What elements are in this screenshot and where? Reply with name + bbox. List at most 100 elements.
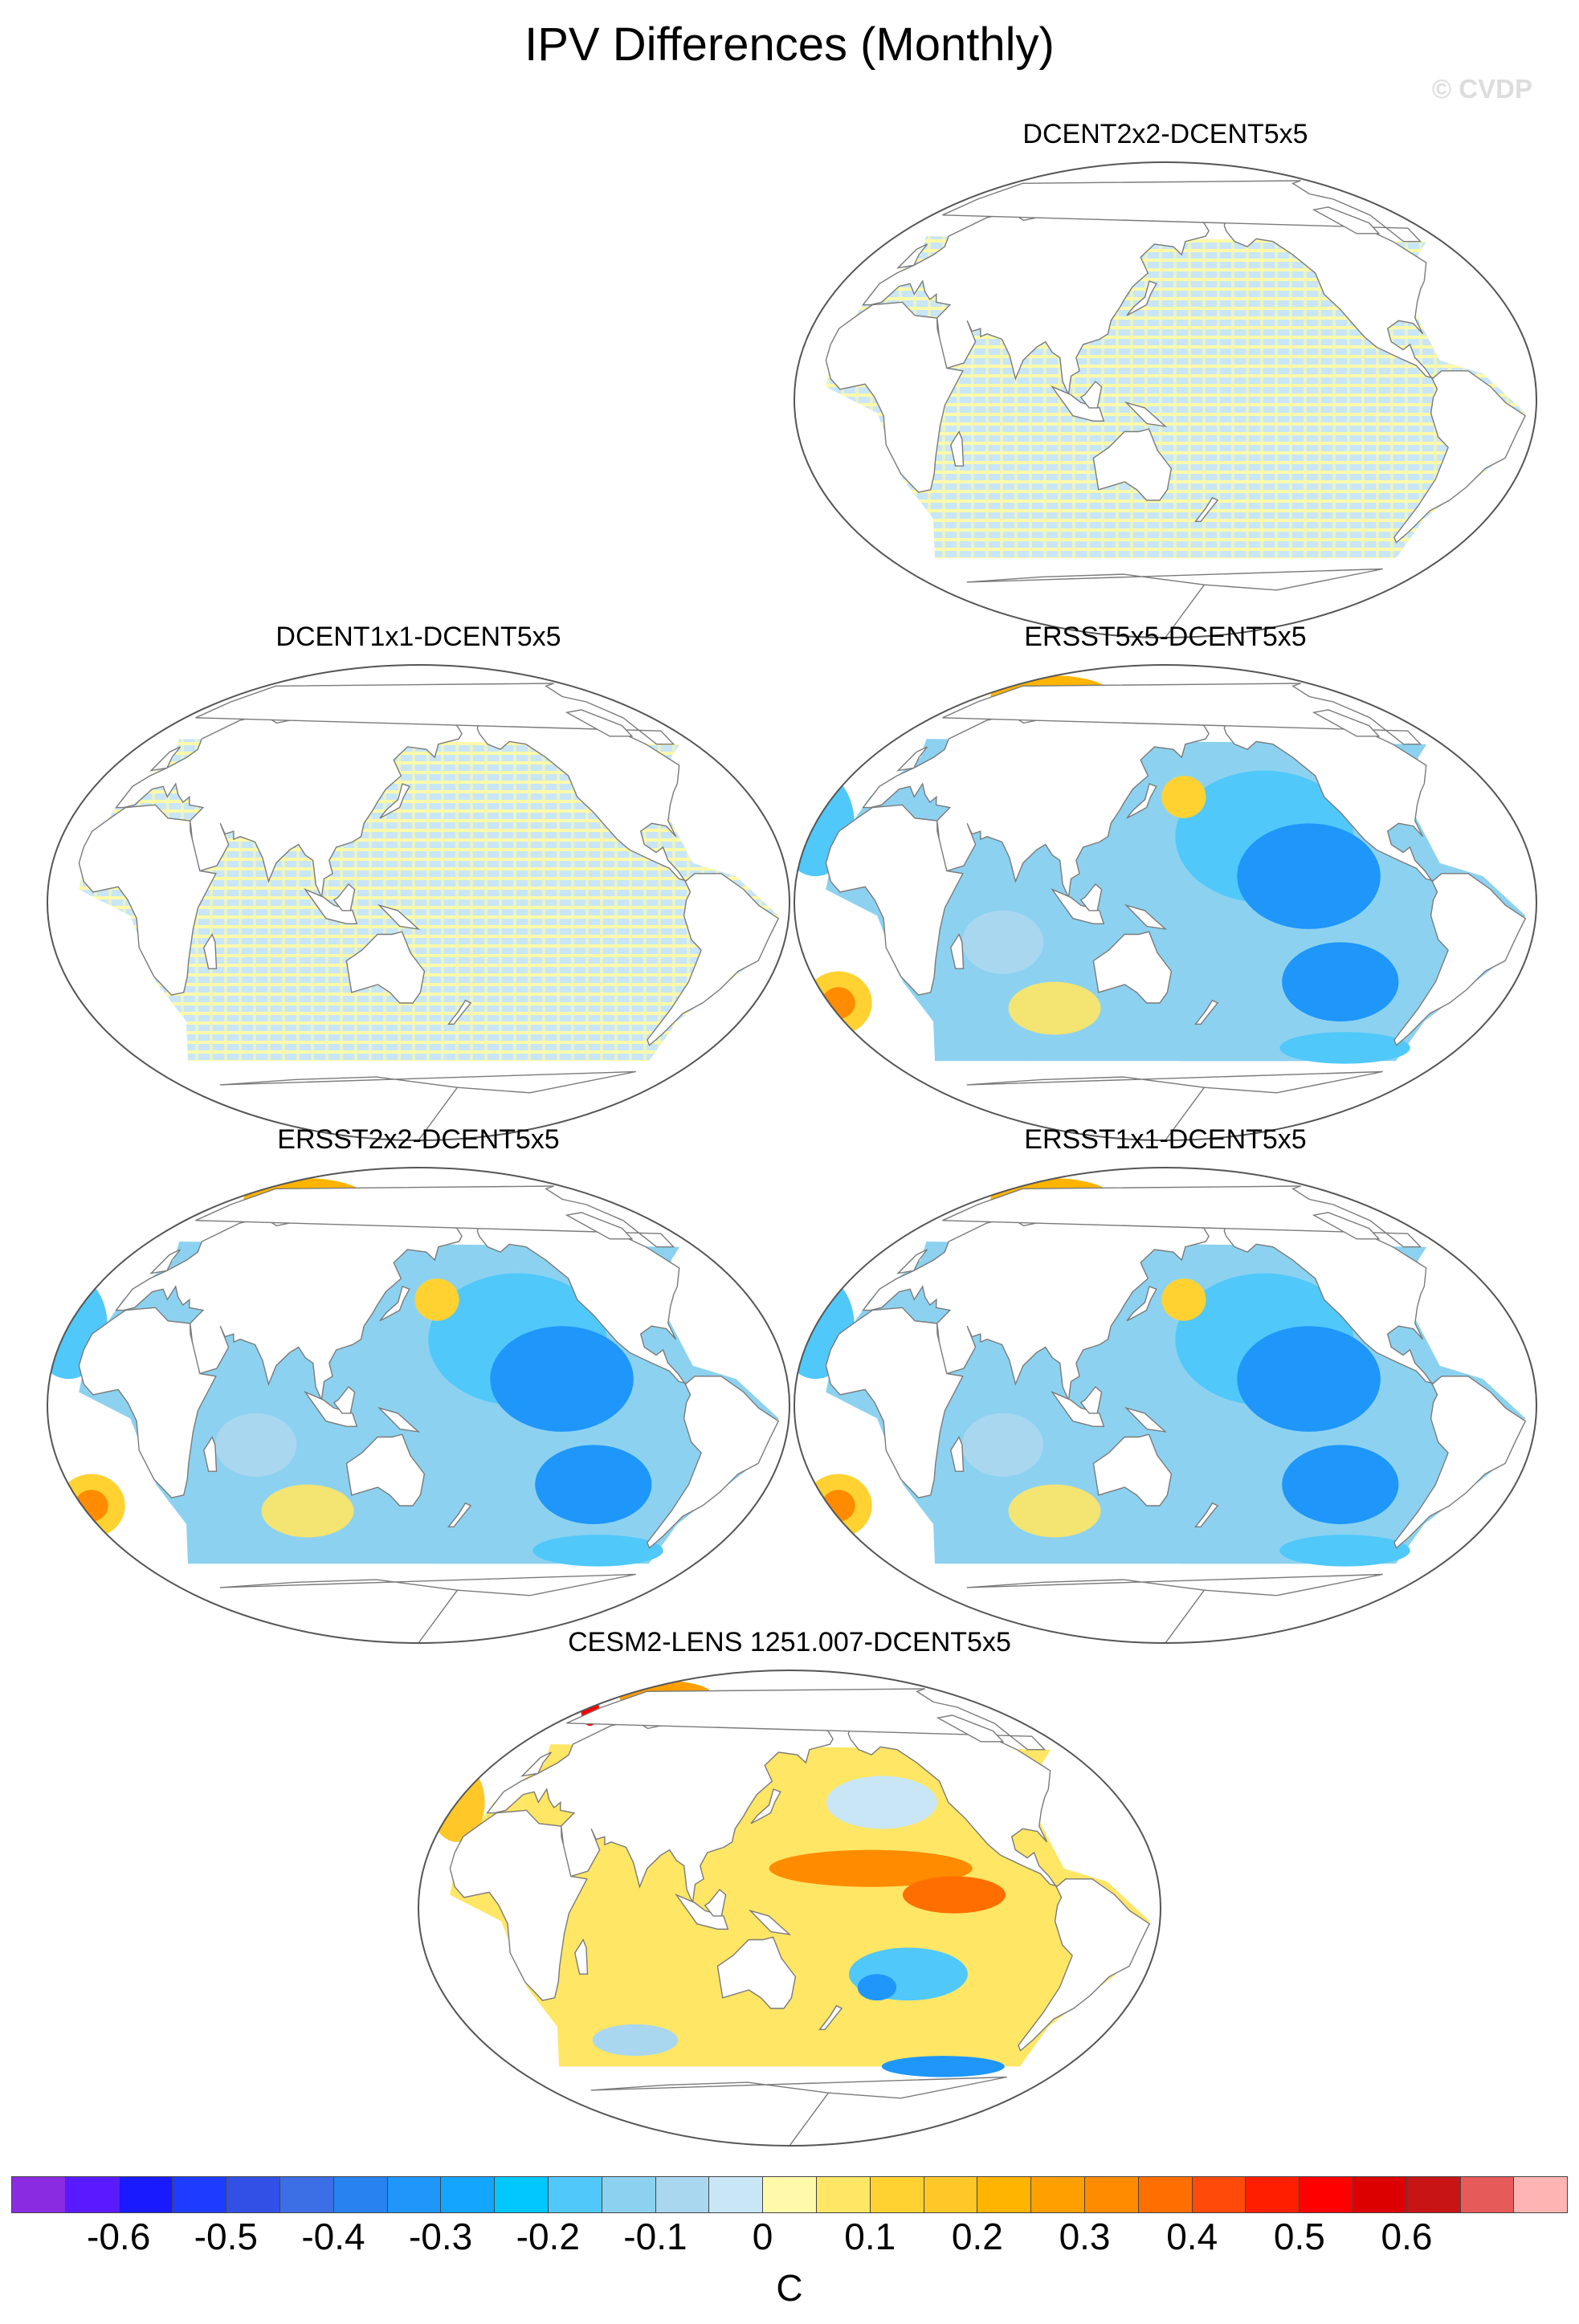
world-map — [794, 664, 1537, 1141]
africa-landmass — [825, 1307, 964, 1498]
baffin-landmass — [1312, 206, 1381, 234]
indian-ocean-field — [934, 347, 1100, 559]
new-zealand-landmass — [818, 2004, 843, 2030]
colorbar-segment — [870, 2176, 924, 2213]
indonesia-landmass — [304, 1390, 358, 1427]
colorbar-segment — [1246, 2176, 1300, 2213]
world-map — [794, 161, 1537, 638]
colorbar-tick-label: -0.6 — [87, 2216, 151, 2257]
antarctica-landmass — [219, 1573, 636, 1643]
map-panel-ersst2x2: ERSST2x2-DCENT5x5 — [45, 1124, 792, 1648]
baffin-landmass — [936, 1714, 1005, 1743]
borneo-landmass — [333, 883, 356, 911]
map-field — [794, 675, 1527, 1140]
japan-landmass — [379, 1286, 410, 1322]
map-boundary — [794, 664, 1537, 1141]
borneo-landmass — [1079, 1385, 1103, 1414]
indonesia-landmass — [304, 887, 358, 924]
positive-anomaly-region — [902, 1876, 1006, 1914]
map-boundary — [794, 1167, 1537, 1644]
australia-landmass — [1092, 1433, 1173, 1507]
new-zealand-landmass — [1194, 1502, 1219, 1527]
baffin-landmass — [565, 709, 634, 737]
negative-anomaly-region — [532, 1535, 663, 1567]
indonesia-landmass — [1051, 887, 1105, 924]
new-guinea-landmass — [1124, 401, 1168, 427]
map-boundary — [47, 1167, 790, 1644]
map-field — [47, 1178, 780, 1643]
panel-title: ERSST5x5-DCENT5x5 — [1024, 622, 1307, 652]
colorbar-segment — [1300, 2176, 1353, 2213]
japan-landmass — [1126, 1286, 1157, 1322]
colorbar-tick-label: -0.2 — [516, 2216, 580, 2257]
positive-anomaly-region — [605, 1947, 703, 2027]
colorbar-segment — [602, 2176, 656, 2213]
colorbar-segment — [548, 2176, 602, 2213]
greenland-landmass — [566, 1688, 1047, 1751]
uk-landmass — [896, 1249, 928, 1274]
map-panel-cesm2-lens: CESM2-LENS 1251.007-DCENT5x5 — [416, 1627, 1163, 2151]
madagascar-landmass — [203, 1435, 218, 1472]
uk-landmass — [520, 1751, 553, 1777]
negative-anomaly-region — [214, 1413, 297, 1477]
new-guinea-landmass — [377, 1406, 421, 1433]
negative-anomaly-region — [592, 2024, 679, 2057]
madagascar-landmass — [203, 932, 218, 969]
baffin-landmass — [565, 1212, 634, 1240]
map-panel-dcent2x2: DCENT2x2-DCENT5x5 — [792, 119, 1539, 642]
indian-ocean-field — [187, 850, 353, 1062]
negative-anomaly-region — [1282, 1445, 1399, 1524]
australia-landmass — [345, 931, 426, 1004]
africa-landmass — [449, 1809, 588, 2001]
colorbar-segment — [1084, 2176, 1139, 2213]
colorbar-segment — [226, 2176, 280, 2213]
colorbar-segment — [387, 2176, 442, 2213]
negative-anomaly-region — [961, 1413, 1044, 1477]
colorbar-segment — [173, 2176, 227, 2213]
japan-landmass — [1126, 783, 1157, 819]
new-guinea-landmass — [377, 903, 421, 930]
south-america-landmass — [1018, 1878, 1151, 2052]
africa-landmass — [825, 804, 964, 996]
colorbar-tick-label: 0.5 — [1273, 2216, 1325, 2257]
colorbar-segment — [333, 2176, 388, 2213]
baffin-landmass — [1312, 709, 1381, 737]
uk-landmass — [896, 243, 928, 269]
japan-landmass — [750, 1788, 781, 1825]
negative-anomaly-region — [857, 1974, 897, 2001]
colorbar-segment — [1192, 2176, 1246, 2213]
greenland-landmass — [942, 180, 1422, 243]
colorbar-units: C — [776, 2267, 803, 2309]
greenland-landmass — [195, 683, 675, 745]
negative-anomaly-region — [881, 2056, 1005, 2077]
australia-landmass — [345, 1433, 426, 1507]
positive-anomaly-region — [1008, 1484, 1101, 1538]
madagascar-landmass — [574, 1938, 589, 1975]
positive-anomaly-region — [261, 1484, 354, 1538]
japan-landmass — [379, 783, 410, 819]
map-boundary — [47, 664, 790, 1141]
colorbar-segment — [441, 2176, 496, 2213]
colorbar-segment — [763, 2176, 817, 2213]
colorbar-tick-label: 0.6 — [1381, 2216, 1433, 2257]
colorbar-segment — [65, 2176, 120, 2213]
colorbar-segment — [1406, 2176, 1461, 2213]
africa-landmass — [825, 301, 964, 493]
negative-anomaly-region — [1279, 1032, 1410, 1064]
panel-title: ERSST2x2-DCENT5x5 — [277, 1124, 560, 1155]
colorbar-tick-label: 0 — [752, 2216, 773, 2257]
colorbar-tick-label: 0.4 — [1166, 2216, 1218, 2257]
colorbar-tick-label: -0.1 — [623, 2216, 687, 2257]
borneo-landmass — [704, 1888, 727, 1917]
map-field — [825, 180, 1527, 638]
indonesia-landmass — [1051, 385, 1105, 422]
colorbar-segment — [816, 2176, 871, 2213]
cvdp-watermark: © CVDP — [1431, 74, 1532, 104]
colorbar-segment — [709, 2176, 764, 2213]
new-guinea-landmass — [1124, 1406, 1168, 1433]
colorbar-segment — [924, 2176, 978, 2213]
uk-landmass — [149, 1249, 182, 1274]
positive-anomaly-region — [1008, 981, 1101, 1035]
new-zealand-landmass — [1194, 999, 1219, 1025]
colorbar-tick-label: 0.3 — [1059, 2216, 1111, 2257]
